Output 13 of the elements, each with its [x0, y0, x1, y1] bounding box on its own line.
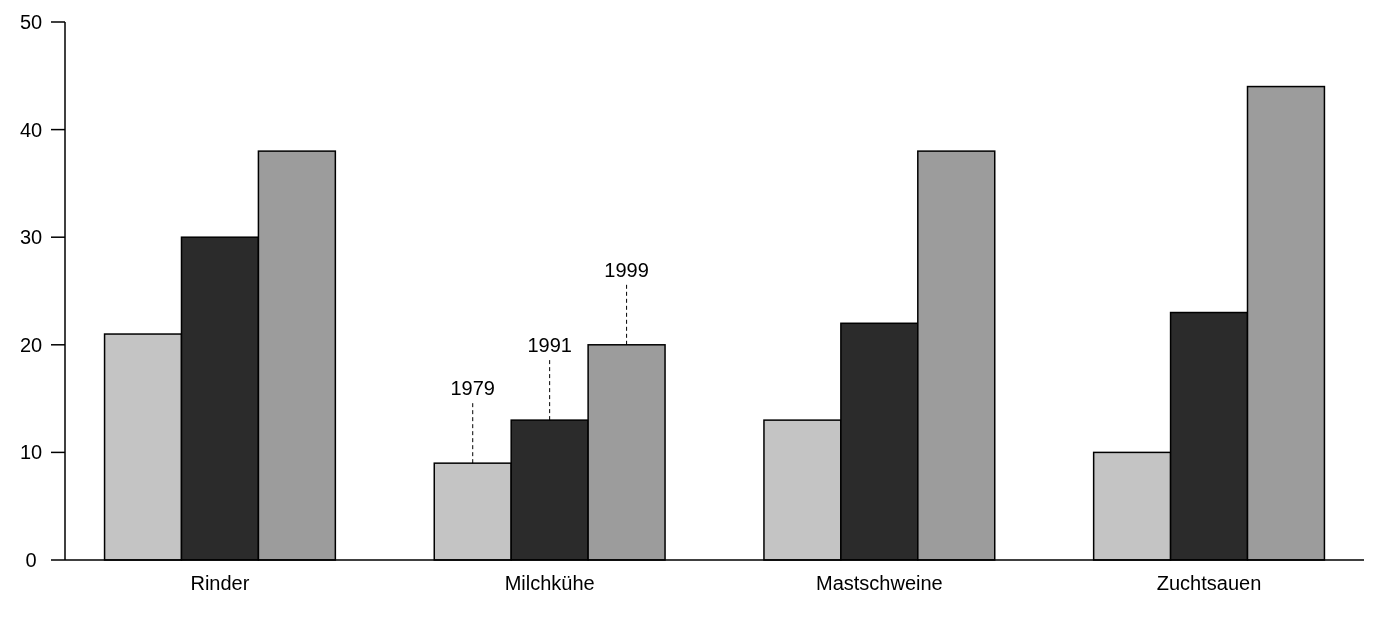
- text: 1999: [604, 258, 649, 281]
- text: 1979: [450, 377, 495, 400]
- x-tick-label: Rinder: [190, 572, 250, 594]
- x-tick-label: Milchkühe: [504, 572, 595, 594]
- x-tick-label: Mastschweine: [815, 572, 943, 594]
- text: 1991: [527, 334, 572, 357]
- y-tick-label: 40: [19, 118, 43, 141]
- y-tick-label: 0: [25, 549, 37, 571]
- y-tick-label: 20: [19, 333, 43, 356]
- y-tick-label: 30: [19, 226, 43, 249]
- y-tick-label: 50: [19, 11, 43, 33]
- x-tick-label: Zuchtsauen: [1156, 572, 1262, 594]
- y-tick-label: 10: [19, 441, 43, 464]
